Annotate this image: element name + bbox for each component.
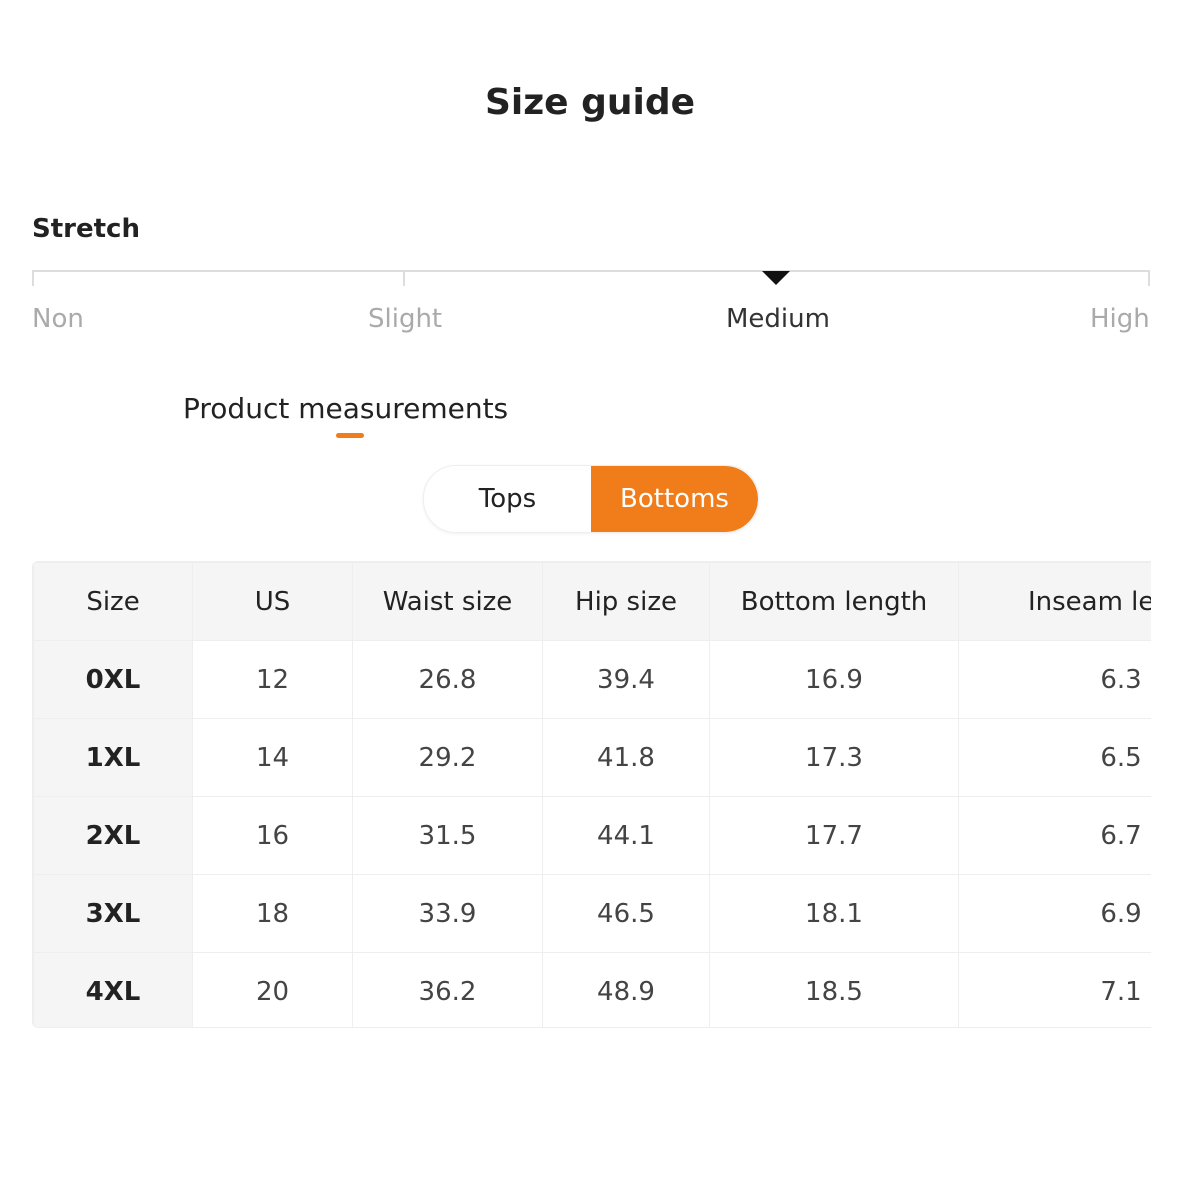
- table-row: 3XL 18 33.9 46.5 18.1 6.9: [33, 874, 1151, 953]
- table-header-row: Size US Waist size Hip size Bottom length Ins…: [33, 562, 1151, 641]
- table-cell: 16.9: [709, 640, 959, 719]
- table-cell: 18.1: [709, 874, 959, 953]
- table-cell: 48.9: [542, 952, 710, 1027]
- column-header: Hip size: [542, 562, 710, 641]
- tab-tops[interactable]: Tops: [478, 484, 537, 514]
- table-cell: 20: [192, 952, 353, 1027]
- stretch-level-high: High: [1090, 304, 1150, 334]
- stretch-label: Stretch: [32, 214, 140, 244]
- table-row: 0XL 12 26.8 39.4 16.9 6.3: [33, 640, 1151, 719]
- size-cell: 0XL: [33, 640, 193, 719]
- table-cell: 12: [192, 640, 353, 719]
- stretch-tick: [1148, 270, 1150, 286]
- table-row: 1XL 14 29.2 41.8 17.3 6.5: [33, 718, 1151, 797]
- size-cell: 3XL: [33, 874, 193, 953]
- table-cell: 36.2: [352, 952, 543, 1027]
- category-toggle: Tops Bottoms: [423, 465, 759, 533]
- table-cell: 17.7: [709, 796, 959, 875]
- size-table: Size US Waist size Hip size Bottom length Ins…: [32, 561, 1151, 1028]
- table-cell: 14: [192, 718, 353, 797]
- table-cell: 18.5: [709, 952, 959, 1027]
- table-cell: 6.5: [958, 718, 1151, 797]
- stretch-level-non: Non: [32, 304, 84, 334]
- stretch-tick: [403, 270, 405, 286]
- section-title: Product measurements: [183, 392, 509, 425]
- stretch-tick: [32, 270, 34, 286]
- table-cell: 31.5: [352, 796, 543, 875]
- page-title: Size guide: [484, 82, 696, 123]
- size-cell: 1XL: [33, 718, 193, 797]
- stretch-level-slight: Slight: [368, 304, 443, 334]
- size-cell: 4XL: [33, 952, 193, 1027]
- size-cell: 2XL: [33, 796, 193, 875]
- table-cell: 26.8: [352, 640, 543, 719]
- column-header: Waist size: [352, 562, 543, 641]
- tab-bottoms[interactable]: Bottoms: [591, 466, 758, 532]
- table-cell: 7.1: [958, 952, 1151, 1027]
- column-header: Inseam length: [958, 562, 1151, 641]
- stretch-track: [32, 270, 1150, 272]
- table-cell: 29.2: [352, 718, 543, 797]
- table-row: 4XL 20 36.2 48.9 18.5 7.1: [33, 952, 1151, 1027]
- stretch-level-medium: Medium: [726, 304, 830, 334]
- stretch-marker-icon: [762, 271, 790, 285]
- table-cell: 46.5: [542, 874, 710, 953]
- table-cell: 6.9: [958, 874, 1151, 953]
- table-row: 2XL 16 31.5 44.1 17.7 6.7: [33, 796, 1151, 875]
- column-header: Bottom length: [709, 562, 959, 641]
- column-header: Size: [33, 562, 193, 641]
- table-cell: 44.1: [542, 796, 710, 875]
- table-cell: 41.8: [542, 718, 710, 797]
- table-cell: 16: [192, 796, 353, 875]
- column-header: US: [192, 562, 353, 641]
- table-cell: 33.9: [352, 874, 543, 953]
- table-cell: 39.4: [542, 640, 710, 719]
- table-cell: 6.7: [958, 796, 1151, 875]
- section-underline: [336, 433, 364, 438]
- table-cell: 6.3: [958, 640, 1151, 719]
- table-cell: 18: [192, 874, 353, 953]
- table-cell: 17.3: [709, 718, 959, 797]
